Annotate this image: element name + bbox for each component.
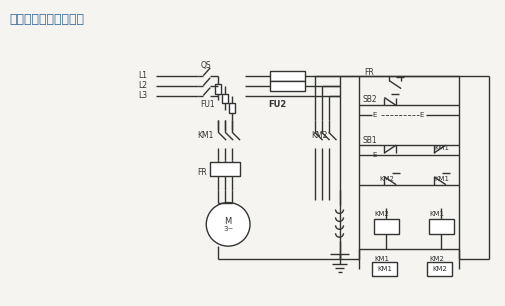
- Bar: [372, 262, 396, 276]
- Text: E: E: [372, 152, 376, 158]
- Text: QS: QS: [200, 61, 211, 70]
- Bar: [374, 219, 398, 234]
- Text: KM2: KM2: [428, 256, 443, 262]
- Bar: [428, 219, 453, 234]
- Text: 电磁抱闸通电制动接线: 电磁抱闸通电制动接线: [9, 13, 84, 26]
- Bar: [426, 262, 451, 276]
- Text: KM1: KM1: [428, 211, 443, 218]
- Text: KM1: KM1: [433, 176, 448, 182]
- Text: L2: L2: [138, 81, 147, 90]
- Text: 3~: 3~: [223, 226, 233, 232]
- Text: KM1: KM1: [197, 131, 213, 140]
- Text: L3: L3: [138, 91, 147, 100]
- Bar: [215, 84, 221, 94]
- Bar: [229, 103, 235, 113]
- Text: KM1: KM1: [374, 256, 388, 262]
- Bar: [269, 81, 304, 91]
- Text: FU2: FU2: [267, 100, 286, 109]
- Bar: [269, 71, 304, 81]
- Text: E: E: [418, 112, 423, 118]
- Text: KM1: KM1: [377, 266, 391, 272]
- Text: KM2: KM2: [379, 176, 393, 182]
- Text: KM2: KM2: [311, 131, 327, 140]
- Text: SB1: SB1: [362, 136, 376, 145]
- Bar: [210, 162, 239, 176]
- Text: SB2: SB2: [362, 95, 376, 104]
- Text: KM1: KM1: [433, 145, 448, 151]
- Text: M: M: [224, 217, 231, 226]
- Text: KM2: KM2: [431, 266, 446, 272]
- Circle shape: [206, 203, 249, 246]
- Text: FR: FR: [197, 168, 207, 177]
- Text: FU1: FU1: [200, 100, 215, 109]
- Text: FR: FR: [364, 68, 373, 77]
- Text: L1: L1: [138, 71, 147, 80]
- Text: KM2: KM2: [374, 211, 388, 218]
- Text: E: E: [372, 112, 376, 118]
- Bar: [222, 94, 228, 103]
